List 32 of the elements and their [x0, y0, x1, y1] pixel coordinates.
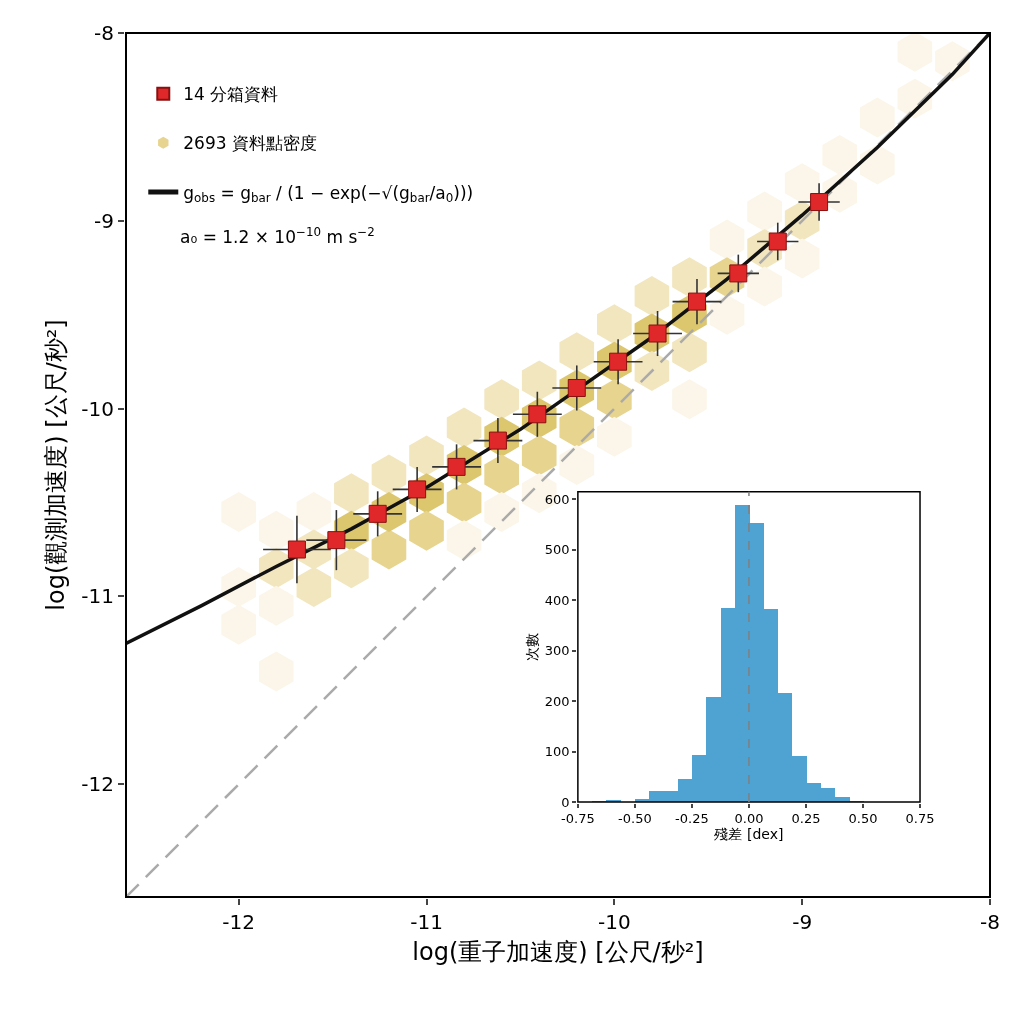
- x-tick-label: -8: [980, 910, 1000, 934]
- y-tick-label: -12: [81, 772, 114, 797]
- x-axis-title: log(重子加速度) [公尺/秒²]: [412, 937, 704, 966]
- legend-label: 2693 資料點密度: [183, 133, 317, 154]
- text: g$_{obs}$ = g$_{bar}$ / (1 − exp(−√(g$_{bar}$/a$_{0}$))): [183, 182, 474, 206]
- y-axis-title: log(觀測加速度) [公尺/秒²]: [41, 319, 70, 611]
- x-tick-label: 0.50: [848, 811, 878, 827]
- annotation: a₀ = 1.2 × 10$^{−10}$ m s$^{−2}$: [180, 225, 375, 248]
- x-tick-label: -10: [598, 910, 631, 934]
- x-tick-label: -11: [410, 910, 443, 934]
- x-tick-label: -0.75: [561, 811, 595, 827]
- x-tick-label: 0.25: [791, 811, 821, 827]
- y-tick-label: 200: [544, 693, 570, 709]
- y-tick-label: 100: [544, 744, 570, 760]
- x-tick-label: -12: [222, 910, 256, 934]
- legend-label: 14 分箱資料: [183, 84, 279, 105]
- x-tick-label: -9: [792, 910, 813, 934]
- x-tick-label: -0.50: [618, 811, 652, 827]
- x-axis-title: 殘差 [dex]: [714, 826, 784, 843]
- y-tick-label: -10: [81, 396, 114, 421]
- x-tick-label: 0.00: [734, 811, 764, 827]
- y-tick-label: -9: [94, 208, 114, 233]
- y-tick-label: 500: [544, 542, 570, 558]
- y-tick-label: 0: [561, 794, 570, 810]
- x-tick-label: 0.75: [905, 811, 935, 827]
- y-tick-label: 600: [544, 491, 570, 507]
- y-tick-label: -8: [94, 21, 114, 45]
- y-tick-label: 400: [544, 592, 570, 608]
- y-tick-label: 300: [544, 643, 570, 659]
- y-tick-label: -11: [81, 584, 114, 609]
- y-axis-title: 次數: [523, 632, 540, 661]
- x-tick-label: -0.25: [675, 811, 709, 827]
